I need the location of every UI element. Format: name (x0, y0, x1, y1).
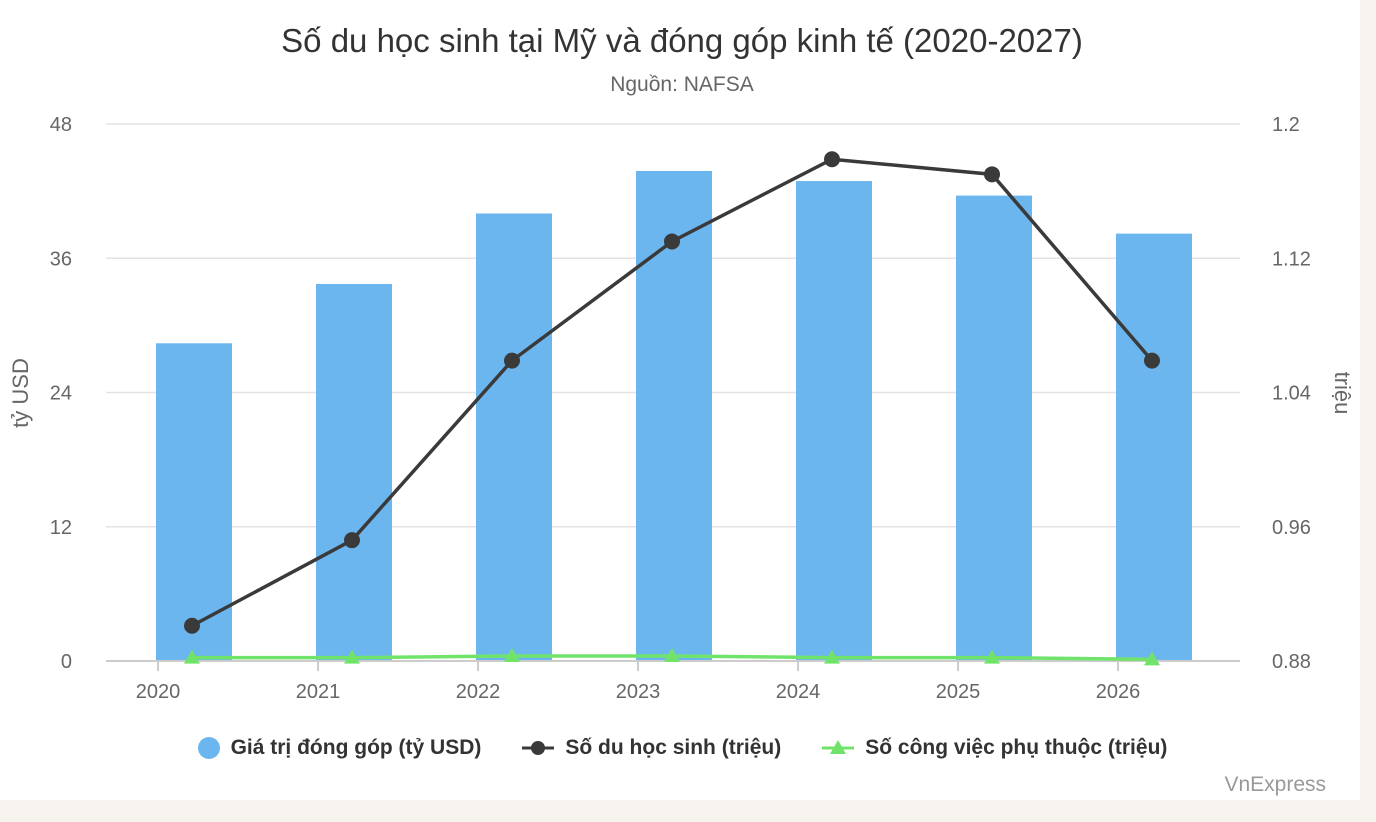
students-line-series (184, 151, 1160, 634)
chart-title: Số du học sinh tại Mỹ và đóng góp kinh t… (281, 22, 1083, 59)
point-2023[interactable] (664, 233, 680, 250)
x-tick-label: 2024 (776, 681, 821, 703)
point-2025[interactable] (984, 649, 1000, 664)
point-2020[interactable] (184, 649, 200, 664)
circle-marker-icon (197, 737, 220, 759)
bar-2022[interactable] (476, 213, 552, 662)
y-right-tick-label: 1.2 (1272, 114, 1300, 136)
line-circle-marker-icon (522, 741, 555, 755)
right-background (1360, 0, 1376, 822)
point-2026[interactable] (1144, 651, 1160, 666)
left-axis-ticks: 0 12 24 36 48 (50, 114, 72, 673)
legend-item-jobs[interactable]: Số công việc phụ thuộc (triệu) (821, 736, 1167, 760)
x-tick-label: 2021 (296, 681, 341, 703)
y-left-tick-label: 36 (50, 248, 72, 270)
legend-label-bars: Giá trị đóng góp (tỷ USD) (230, 736, 482, 759)
x-tick-label: 2026 (1096, 681, 1141, 703)
legend-label-students: Số du học sinh (triệu) (565, 736, 782, 759)
y-right-tick-label: 1.12 (1272, 248, 1311, 270)
point-2021[interactable] (344, 649, 360, 664)
legend-item-bars[interactable]: Giá trị đóng góp (tỷ USD) (197, 736, 482, 760)
y-right-tick-label: 0.88 (1272, 651, 1311, 673)
y-left-axis-label: tỷ USD (8, 358, 33, 428)
point-2025[interactable] (984, 166, 1000, 183)
point-2022[interactable] (504, 647, 520, 662)
chart-frame: Số du học sinh tại Mỹ và đóng góp kinh t… (8, 22, 1355, 796)
line-triangle-marker-icon (822, 740, 855, 754)
credit-text: VnExpress (1224, 773, 1326, 796)
bar-2025[interactable] (956, 195, 1032, 661)
y-right-axis-label: triệu (1330, 372, 1355, 415)
x-tick-label: 2023 (616, 681, 661, 703)
bar-2023[interactable] (636, 170, 712, 662)
legend: Giá trị đóng góp (tỷ USD) Số du học sinh… (0, 736, 1364, 760)
x-tick-label: 2025 (936, 681, 981, 703)
legend-label-jobs: Số công việc phụ thuộc (triệu) (865, 736, 1168, 759)
legend-item-students[interactable]: Số du học sinh (triệu) (521, 736, 781, 760)
y-left-tick-label: 0 (61, 651, 72, 673)
point-2022[interactable] (504, 352, 520, 369)
chart-subtitle: Nguồn: NAFSA (610, 73, 754, 96)
bar-series (156, 170, 1192, 662)
bar-2020[interactable] (156, 343, 232, 661)
right-axis-ticks: 0.88 0.96 1.04 1.12 1.2 (1272, 114, 1311, 673)
bar-2026[interactable] (1116, 233, 1192, 661)
jobs-line-series (184, 647, 1160, 666)
y-right-tick-label: 1.04 (1272, 383, 1311, 405)
point-2024[interactable] (824, 649, 840, 664)
bar-2021[interactable] (316, 283, 392, 661)
x-tick-label: 2020 (136, 681, 181, 703)
y-left-tick-label: 24 (50, 383, 72, 405)
point-2023[interactable] (664, 647, 680, 662)
bottom-background (0, 800, 1376, 822)
x-tick-label: 2022 (456, 681, 501, 703)
point-2024[interactable] (824, 151, 840, 168)
y-left-tick-label: 12 (50, 517, 72, 539)
point-2026[interactable] (1144, 352, 1160, 369)
x-axis: 2020 2021 2022 2023 2024 2025 2026 (106, 660, 1240, 703)
y-right-tick-label: 0.96 (1272, 517, 1311, 539)
y-left-tick-label: 48 (50, 114, 72, 136)
point-2021[interactable] (344, 532, 360, 549)
bar-2024[interactable] (796, 181, 872, 661)
point-2020[interactable] (184, 617, 200, 634)
